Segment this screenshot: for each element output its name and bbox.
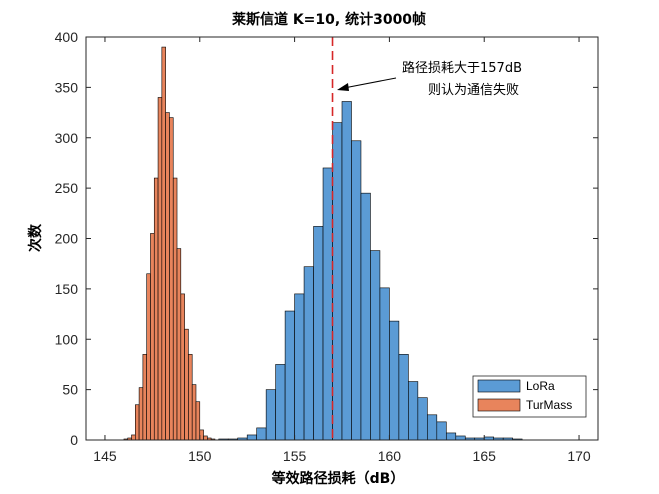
turmass-bar-20 bbox=[199, 429, 204, 441]
lora-bar-7 bbox=[284, 310, 295, 441]
lora-bar-19 bbox=[398, 354, 409, 441]
x-tick-label: 165 bbox=[473, 448, 497, 464]
y-tick-label: 0 bbox=[70, 432, 78, 448]
lora-bar-21 bbox=[417, 397, 428, 441]
turmass-bar-4 bbox=[138, 387, 144, 441]
lora-bar-25 bbox=[455, 435, 466, 441]
turmass-bar-13 bbox=[172, 177, 178, 441]
x-axis: 145 150 155 160 165 170 bbox=[93, 37, 591, 464]
turmass-bar-19 bbox=[195, 401, 201, 441]
lora-bar-14 bbox=[351, 140, 362, 441]
turmass-bar-21 bbox=[203, 435, 208, 441]
legend-label-lora: LoRa bbox=[526, 379, 555, 393]
lora-bar-12 bbox=[332, 122, 343, 441]
y-tick-label: 50 bbox=[62, 382, 78, 398]
lora-bar-9 bbox=[303, 266, 314, 441]
turmass-bar-10 bbox=[161, 46, 166, 441]
lora-bar-3 bbox=[246, 434, 257, 441]
turmass-bar-5 bbox=[142, 354, 147, 441]
y-tick-label: 350 bbox=[55, 79, 79, 95]
legend-swatch-turmass bbox=[477, 398, 521, 412]
lora-bar-4 bbox=[256, 427, 267, 441]
turmass-bar-12 bbox=[169, 117, 174, 441]
y-tick-label: 100 bbox=[55, 331, 79, 347]
turmass-bar-6 bbox=[146, 273, 151, 441]
turmass-bar-14 bbox=[176, 248, 182, 441]
y-tick-label: 200 bbox=[55, 231, 79, 247]
turmass-bar-8 bbox=[153, 177, 159, 441]
y-tick-label: 150 bbox=[55, 281, 79, 297]
lora-bar-23 bbox=[436, 421, 447, 441]
annotation-arrow bbox=[337, 77, 397, 91]
annotation-line-1: 路径损耗大于157dB bbox=[402, 60, 522, 76]
lora-bar-15 bbox=[360, 192, 371, 441]
lora-bar-10 bbox=[313, 226, 324, 441]
turmass-bar-9 bbox=[157, 97, 163, 441]
x-tick-label: 160 bbox=[378, 448, 402, 464]
turmass-bar-11 bbox=[165, 112, 170, 441]
lora-bar-8 bbox=[294, 293, 305, 441]
y-axis: 0 50 100 150 200 250 300 350 400 bbox=[55, 29, 598, 448]
turmass-bar-3 bbox=[135, 404, 140, 441]
turmass-bar-18 bbox=[191, 384, 197, 441]
annotation-line-2: 则认为通信失败 bbox=[428, 83, 519, 98]
turmass-bar-2 bbox=[131, 434, 136, 441]
lora-bar-5 bbox=[265, 389, 276, 441]
lora-bar-16 bbox=[370, 250, 381, 441]
chart-title: 莱斯信道 K=10, 统计3000帧 bbox=[232, 11, 426, 28]
lora-bar-11 bbox=[322, 167, 333, 441]
x-axis-label: 等效路径损耗（dB） bbox=[272, 470, 405, 487]
lora-bar-13 bbox=[341, 101, 352, 441]
lora-bar-22 bbox=[427, 414, 438, 441]
lora-bar-20 bbox=[408, 381, 419, 441]
turmass-bar-7 bbox=[150, 233, 155, 441]
legend: LoRa TurMass bbox=[472, 375, 587, 418]
y-tick-label: 250 bbox=[55, 180, 79, 196]
turmass-bar-16 bbox=[184, 328, 189, 441]
lora-bar-17 bbox=[379, 287, 390, 441]
turmass-bar-15 bbox=[180, 293, 185, 441]
x-tick-label: 170 bbox=[567, 448, 591, 464]
y-tick-label: 300 bbox=[55, 130, 79, 146]
x-tick-label: 145 bbox=[93, 448, 117, 464]
y-tick-label: 400 bbox=[55, 29, 79, 45]
turmass-bar-17 bbox=[188, 354, 193, 441]
lora-bar-18 bbox=[389, 320, 400, 441]
y-axis-label: 次数 bbox=[27, 223, 44, 252]
lora-bar-24 bbox=[445, 432, 457, 441]
legend-label-turmass: TurMass bbox=[526, 398, 572, 412]
x-tick-label: 150 bbox=[188, 448, 212, 464]
legend-swatch-lora bbox=[477, 379, 521, 393]
lora-bar-6 bbox=[275, 364, 286, 441]
x-tick-label: 155 bbox=[283, 448, 307, 464]
